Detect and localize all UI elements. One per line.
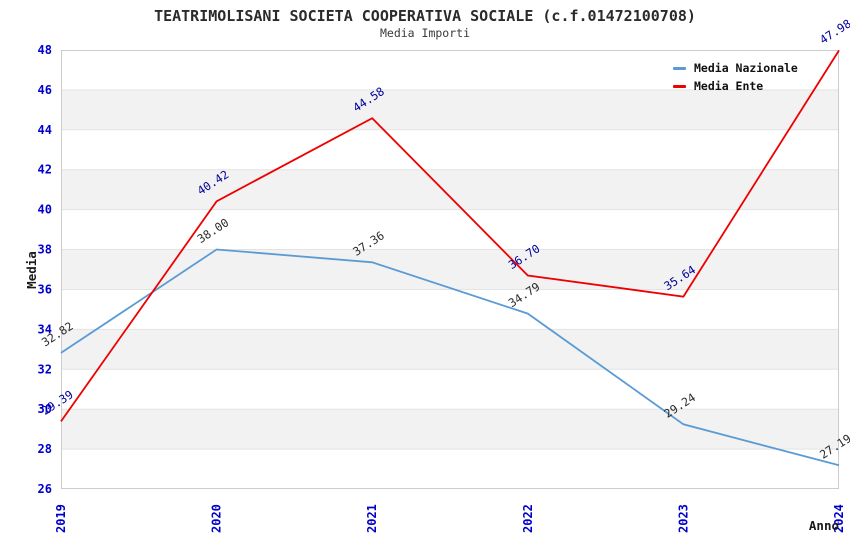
plot-band [61, 89, 839, 130]
legend-item-media-nazionale: Media Nazionale [673, 59, 798, 77]
legend: Media Nazionale Media Ente [673, 59, 798, 95]
y-tick-label: 34 [38, 322, 52, 336]
y-tick-label: 30 [38, 402, 52, 416]
legend-item-media-ente: Media Ente [673, 77, 798, 95]
x-tick-label: 2020 [210, 504, 224, 533]
y-tick-label: 48 [38, 43, 52, 57]
y-tick-label: 28 [38, 442, 52, 456]
x-tick-label: 2019 [54, 504, 68, 533]
plot-band [61, 449, 839, 489]
y-tick-label: 44 [38, 123, 52, 137]
plot-band [61, 169, 839, 210]
plot-band [61, 409, 839, 450]
legend-swatch-media-ente [673, 84, 686, 88]
y-tick-label: 46 [38, 83, 52, 97]
line-media-nazionale [60, 248, 840, 467]
y-tick-label: 40 [38, 203, 52, 217]
y-tick-label: 32 [38, 362, 52, 376]
y-axis-title: Media [24, 251, 39, 289]
y-tick-label: 36 [38, 283, 52, 297]
y-tick-label: 42 [38, 163, 52, 177]
plot-band [61, 289, 839, 330]
line-media-ente [60, 49, 840, 422]
point-label-media-ente: 47.98 [817, 16, 850, 47]
plot-band [61, 129, 839, 170]
plot-band [61, 369, 839, 410]
y-tick-label: 38 [38, 243, 52, 257]
x-tick-label: 2021 [365, 504, 379, 533]
y-tick-label: 26 [38, 482, 52, 496]
legend-swatch-media-nazionale [673, 66, 686, 70]
legend-label: Media Nazionale [694, 61, 798, 75]
plot-border [61, 50, 839, 489]
x-axis-title: Anno [809, 518, 839, 533]
chart-title: TEATRIMOLISANI SOCIETA COOPERATIVA SOCIA… [154, 7, 696, 25]
plot-band [61, 209, 839, 250]
x-tick-label: 2024 [832, 504, 846, 533]
legend-label: Media Ente [694, 79, 764, 93]
plot-band [61, 50, 839, 90]
x-tick-label: 2022 [521, 504, 535, 533]
x-tick-label: 2023 [676, 504, 690, 533]
chart-subtitle: Media Importi [379, 26, 470, 40]
plot-band [61, 329, 839, 370]
